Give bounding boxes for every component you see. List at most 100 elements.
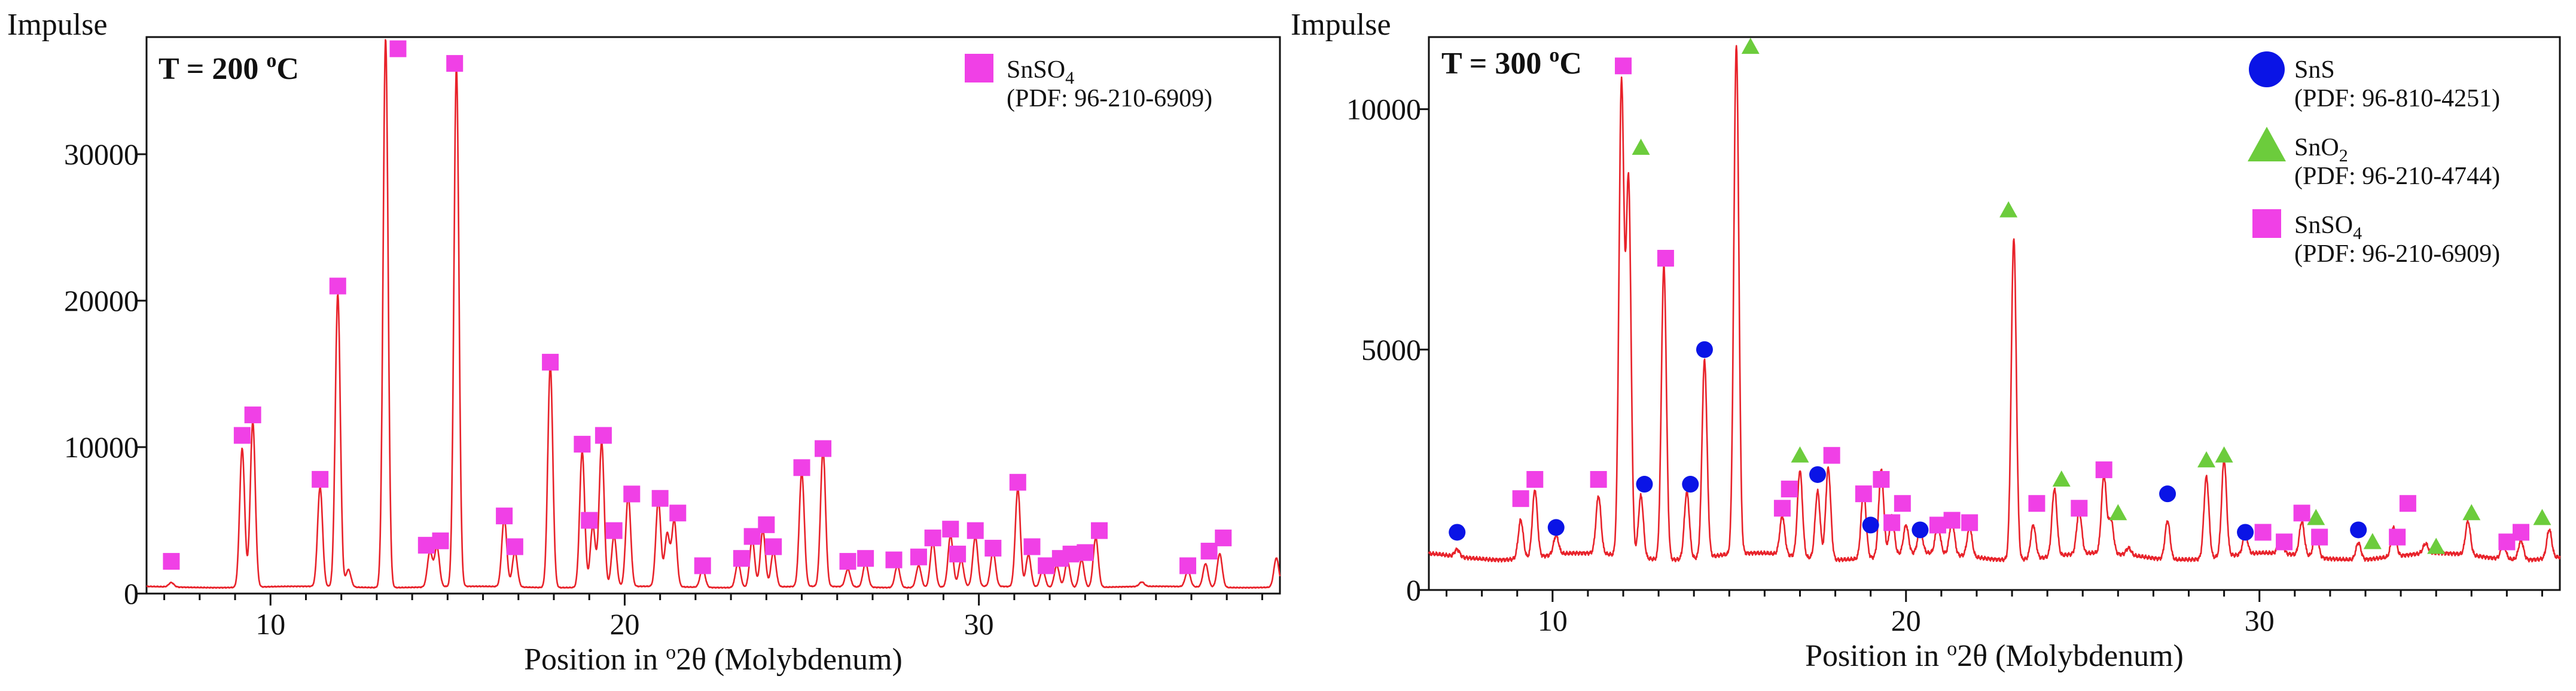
x-axis-label-tail: 2θ (Molybdenum) [676, 643, 903, 677]
snso4-marker [446, 55, 464, 72]
snso4-marker [1855, 485, 1872, 503]
snso4-marker [1781, 481, 1798, 498]
legend-sno2-subscript: 2 [2339, 146, 2348, 166]
legend-snso4-pdf: (PDF: 96-210-6909) [2294, 240, 2500, 268]
snso4-marker [2293, 505, 2310, 522]
x-tick-label: 10 [255, 607, 285, 641]
snso4-marker [1657, 250, 1674, 267]
snso4-marker [1215, 529, 1232, 546]
snso4-marker [2311, 528, 2328, 546]
snso4-marker [793, 459, 810, 476]
diffraction-trace [146, 39, 1281, 589]
sno2-marker [2462, 504, 2481, 521]
y-tick-label: 10000 [1346, 93, 1421, 126]
snso4-marker [984, 540, 1002, 557]
snso4-marker [1773, 500, 1791, 517]
snso4-marker [163, 553, 180, 570]
snso4-marker [417, 537, 435, 554]
panel-title: T = 300 oC [1441, 44, 1582, 81]
snso4-marker [605, 522, 623, 539]
x-tick-label: 30 [2245, 604, 2275, 637]
sno2-marker [1791, 446, 1809, 463]
snso4-marker [1023, 538, 1041, 555]
panel-300c: 0 5000 10000 10 20 30 Impulse Position in o2θ (… [1291, 8, 2561, 673]
snso4-marker [839, 553, 856, 570]
diffraction-trace [1428, 45, 2561, 563]
snso4-marker [857, 550, 874, 567]
sno2-marker [2427, 537, 2446, 554]
snso4-marker [506, 538, 523, 555]
snso4-marker [2399, 495, 2416, 512]
legend-sno2-symbol [2248, 127, 2286, 161]
y-tick-label: 0 [124, 577, 139, 610]
snso4-marker [2498, 533, 2516, 551]
snso4-marker [432, 532, 449, 549]
sno2-marker [2363, 533, 2382, 549]
legend-snso4-subscript: 4 [2353, 224, 2362, 243]
legend-snso4-name: SnSO4 [2294, 212, 2362, 243]
y-tick-label: 0 [1406, 573, 1421, 607]
snso4-marker [623, 485, 641, 503]
panel-title-degree: o [266, 50, 276, 72]
snso4-marker [1615, 57, 1632, 75]
panel-title-tail: C [1559, 47, 1582, 81]
x-tick-label: 20 [609, 607, 639, 641]
sns-marker [1912, 521, 1929, 539]
snso4-marker [1526, 471, 1544, 488]
sns-marker [1809, 466, 1827, 483]
snso4-marker [669, 505, 687, 522]
sno2-marker [1632, 139, 1650, 155]
legend-sns-name: SnS [2294, 56, 2335, 84]
sns-marker [1682, 476, 1699, 493]
snso4-marker [1883, 514, 1901, 531]
x-axis-label: Position in o2θ (Molybdenum) [1805, 638, 2184, 673]
plot-frame [1428, 36, 2561, 591]
snso4-marker [574, 436, 591, 453]
legend-snso4-pdf: (PDF: 96-210-6909) [1007, 85, 1212, 112]
sns-marker [1636, 476, 1653, 493]
snso4-marker [389, 40, 407, 57]
snso4-marker [733, 550, 750, 567]
x-axis-label-degree: o [1947, 638, 1957, 660]
sns-marker [1449, 524, 1466, 541]
panel-title: T = 200 oC [158, 50, 299, 86]
sno2-marker [2307, 509, 2325, 525]
panel-title-tail: C [276, 52, 299, 86]
snso4-marker [758, 516, 775, 533]
sno2-marker [2197, 451, 2216, 467]
y-tick-label: 30000 [64, 137, 139, 171]
legend-sno2-pdf: (PDF: 96-210-4744) [2294, 163, 2500, 190]
x-axis-label-tail: 2θ (Molybdenum) [1957, 639, 2184, 673]
snso4-marker [1062, 545, 1080, 562]
snso4-marker [1512, 490, 1529, 507]
legend-snso4-symbol [965, 54, 993, 82]
snso4-marker [1823, 447, 1840, 464]
y-tick-label: 5000 [1361, 333, 1421, 366]
snso4-marker [2095, 461, 2112, 478]
x-axis-label-degree: o [666, 641, 676, 664]
sns-marker [1547, 519, 1565, 536]
snso4-marker [910, 548, 927, 565]
sns-marker [1696, 341, 1713, 358]
snso4-marker [2028, 495, 2045, 512]
snso4-marker [595, 427, 612, 444]
snso4-marker [885, 551, 903, 568]
x-tick-label: 20 [1891, 604, 1921, 637]
snso4-marker [1009, 473, 1026, 491]
snso4-marker [1590, 471, 1607, 488]
snso4-marker [244, 406, 261, 424]
snso4-marker [967, 522, 984, 539]
snso4-marker [1929, 516, 1946, 534]
sns-marker [1862, 516, 1879, 534]
snso4-marker [765, 538, 782, 555]
snso4-marker [1873, 471, 1890, 488]
snso4-marker [2276, 533, 2293, 551]
legend-snso4-subscript: 4 [1065, 68, 1074, 88]
snso4-marker [233, 427, 251, 444]
snso4-marker [1943, 512, 1961, 529]
sno2-marker [1999, 201, 2018, 218]
panel-200c: 0 10000 20000 30000 10 20 30 Impulse Position in… [7, 8, 1281, 677]
snso4-marker [942, 521, 959, 538]
panel-title-degree: o [1549, 44, 1559, 66]
